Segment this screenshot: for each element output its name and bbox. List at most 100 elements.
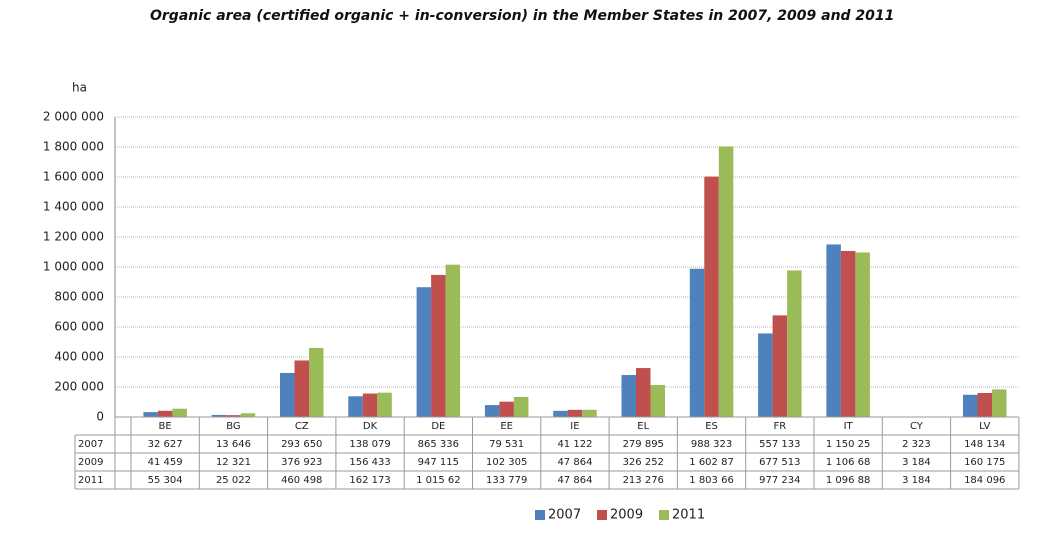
bar xyxy=(840,250,856,417)
bar xyxy=(211,414,227,417)
y-tick-label: 1 400 000 xyxy=(43,200,104,214)
x-tick-label: LV xyxy=(979,421,990,432)
data-label: 160 175 xyxy=(964,457,1005,468)
bar xyxy=(513,396,529,417)
data-label: 102 305 xyxy=(486,457,527,468)
data-label: 988 323 xyxy=(691,439,732,450)
x-tick-label: EL xyxy=(637,421,649,432)
data-label: 3 184 xyxy=(902,457,931,468)
bar xyxy=(309,347,324,417)
data-label: 279 895 xyxy=(623,439,664,450)
bar xyxy=(650,385,665,417)
bar xyxy=(431,274,446,417)
bar xyxy=(977,392,992,417)
data-label: 213 276 xyxy=(623,475,664,486)
x-tick-label: DK xyxy=(363,421,378,432)
bar xyxy=(240,413,256,417)
x-tick-label: ES xyxy=(705,421,718,432)
x-tick-label: IT xyxy=(844,421,854,432)
data-label: 41 459 xyxy=(148,457,183,468)
bar xyxy=(787,270,802,417)
data-label: 326 252 xyxy=(623,457,664,468)
legend-label: 2007 xyxy=(548,508,581,523)
data-label: 47 864 xyxy=(557,457,592,468)
bar xyxy=(582,409,597,417)
bar xyxy=(280,372,295,417)
y-tick-label: 600 000 xyxy=(54,320,104,334)
bar xyxy=(772,315,788,417)
x-tick-label: IE xyxy=(570,421,579,432)
data-label: 138 079 xyxy=(349,439,390,450)
y-tick-label: 200 000 xyxy=(54,380,104,394)
x-tick-label: EE xyxy=(500,421,513,432)
data-label: 25 022 xyxy=(216,475,251,486)
data-label: 13 646 xyxy=(216,439,251,450)
bar xyxy=(553,410,568,417)
y-tick-label: 1 000 000 xyxy=(43,260,104,274)
data-label: 293 650 xyxy=(281,439,322,450)
data-label: 977 234 xyxy=(759,475,800,486)
x-tick-label: FR xyxy=(773,421,786,432)
data-label: 2 323 xyxy=(902,439,931,450)
bar xyxy=(718,146,734,418)
data-label: 133 779 xyxy=(486,475,527,486)
bar xyxy=(992,389,1007,417)
y-tick-label: 1 600 000 xyxy=(43,170,104,184)
y-tick-label: 0 xyxy=(96,410,104,424)
data-label: 1 015 62 xyxy=(416,475,461,486)
bar xyxy=(567,409,583,417)
data-label: 1 803 66 xyxy=(689,475,734,486)
data-label: 1 150 25 xyxy=(826,439,871,450)
data-label: 156 433 xyxy=(349,457,390,468)
data-label: 947 115 xyxy=(418,457,459,468)
x-tick-label: DE xyxy=(431,421,445,432)
data-label: 184 096 xyxy=(964,475,1005,486)
x-tick-label: BE xyxy=(159,421,172,432)
data-label: 47 864 xyxy=(557,475,592,486)
data-label: 677 513 xyxy=(759,457,800,468)
bar xyxy=(621,375,636,417)
bar xyxy=(636,368,651,417)
data-label: 557 133 xyxy=(759,439,800,450)
data-label: 41 122 xyxy=(557,439,592,450)
data-label: 32 627 xyxy=(148,439,183,450)
bar xyxy=(855,252,870,417)
bar xyxy=(143,412,158,417)
bar xyxy=(826,244,841,417)
data-label: 865 336 xyxy=(418,439,459,450)
legend-swatch xyxy=(597,510,607,520)
bar xyxy=(348,396,363,417)
x-tick-label: BG xyxy=(226,421,240,432)
data-label: 1 106 68 xyxy=(826,457,871,468)
y-tick-label: 1 800 000 xyxy=(43,140,104,154)
bar xyxy=(499,401,514,417)
bar xyxy=(758,333,773,417)
bar xyxy=(362,393,378,417)
data-label: 1 602 87 xyxy=(689,457,734,468)
data-label: 1 096 88 xyxy=(826,475,871,486)
legend-label: 2009 xyxy=(610,508,643,523)
bar xyxy=(157,410,173,417)
table-row-label: 2011 xyxy=(78,475,103,486)
chart-title: Organic area (certified organic + in-con… xyxy=(150,8,895,24)
y-tick-label: 1 200 000 xyxy=(43,230,104,244)
bar xyxy=(226,415,241,417)
y-tick-label: 2 000 000 xyxy=(43,110,104,124)
bar xyxy=(704,176,719,417)
bar xyxy=(377,392,392,417)
legend-label: 2011 xyxy=(672,508,705,523)
bar xyxy=(963,394,978,417)
x-tick-label: CY xyxy=(910,421,924,432)
data-label: 460 498 xyxy=(281,475,322,486)
bar xyxy=(172,408,187,417)
bar xyxy=(445,264,461,417)
data-label: 12 321 xyxy=(216,457,251,468)
data-label: 79 531 xyxy=(489,439,524,450)
table-row-label: 2007 xyxy=(78,439,103,450)
data-label: 148 134 xyxy=(964,439,1005,450)
data-label: 162 173 xyxy=(349,475,390,486)
x-tick-label: CZ xyxy=(295,421,309,432)
legend-swatch xyxy=(659,510,669,520)
